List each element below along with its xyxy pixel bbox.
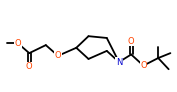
Text: N: N: [116, 58, 122, 67]
Text: O: O: [15, 39, 21, 48]
Text: O: O: [128, 37, 135, 46]
Text: O: O: [55, 51, 61, 60]
Text: O: O: [140, 61, 147, 70]
Text: O: O: [26, 62, 33, 71]
